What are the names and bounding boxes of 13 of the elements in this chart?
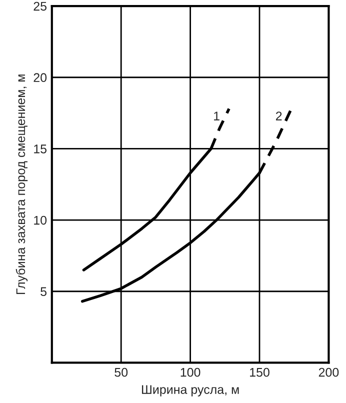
- x-tick-label: 50: [114, 368, 128, 377]
- y-axis-title: Глубина захвата пород смещением, м: [16, 74, 28, 294]
- x-tick-label: 100: [180, 368, 200, 377]
- y-tick-label: 5: [40, 287, 47, 296]
- series-label: 1: [214, 112, 220, 120]
- y-tick-label: 15: [34, 144, 47, 154]
- y-tick-label: 20: [34, 73, 47, 82]
- y-tick-label: 25: [34, 2, 47, 11]
- x-axis-title: Ширина русла, м: [142, 385, 239, 396]
- y-tick-label: 10: [34, 216, 47, 225]
- series-label: 2: [276, 112, 282, 120]
- x-tick-label: 150: [250, 368, 270, 377]
- x-tick-label: 200: [318, 368, 339, 377]
